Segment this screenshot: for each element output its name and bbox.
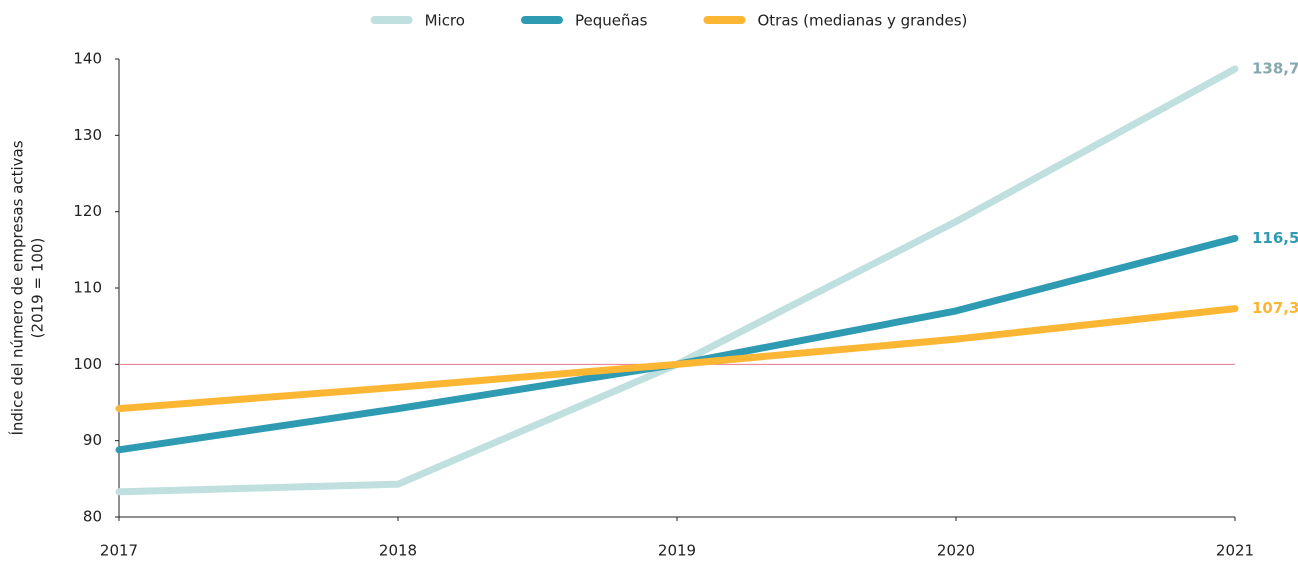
y-tick-label: 110	[73, 279, 102, 297]
series-line	[115, 234, 1239, 454]
x-tick-label: 2019	[658, 542, 696, 560]
value-label: 107,3	[1252, 299, 1298, 317]
y-tick-label: 120	[73, 202, 102, 220]
value-label: 138,7	[1252, 59, 1298, 77]
value-label: 116,5	[1252, 229, 1298, 247]
x-tick-label: 2018	[379, 542, 417, 560]
y-tick-label: 130	[73, 126, 102, 144]
legend-label: Micro	[425, 12, 465, 30]
x-tick-label: 2021	[1216, 542, 1254, 560]
y-tick-label: 100	[73, 355, 102, 373]
series-line	[115, 305, 1239, 413]
y-tick-label: 140	[73, 50, 102, 68]
legend-label: Pequeñas	[575, 12, 648, 30]
y-axis-label: Índice del número de empresas activas	[8, 140, 27, 435]
x-tick-label: 2020	[937, 542, 975, 560]
y-axis-label: (2019 = 100)	[29, 238, 47, 339]
x-tick-label: 2017	[100, 542, 138, 560]
legend-label: Otras (medianas y grandes)	[757, 12, 967, 30]
y-tick-label: 80	[83, 508, 102, 526]
y-tick-label: 90	[83, 431, 102, 449]
